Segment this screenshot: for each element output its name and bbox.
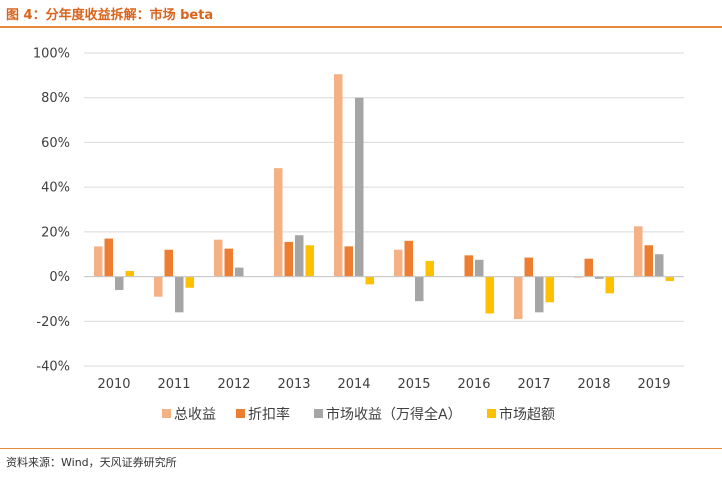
bar-2015-2: [415, 276, 424, 302]
bar-2016-2: [475, 259, 484, 277]
x-tick-label: 2018: [577, 377, 610, 392]
bar-2018-1: [584, 258, 593, 277]
bar-2014-0: [334, 74, 343, 277]
bar-2018-2: [595, 276, 604, 279]
bar-2011-0: [154, 276, 163, 297]
bar-2014-3: [365, 276, 374, 285]
bar-2019-3: [665, 276, 674, 282]
y-tick-label: 60%: [41, 136, 70, 151]
bar-2015-0: [394, 249, 403, 277]
bar-2019-1: [644, 245, 653, 277]
bar-2011-2: [175, 276, 184, 313]
bar-2013-0: [274, 168, 283, 277]
bar-2017-2: [535, 276, 544, 313]
y-tick-label: 20%: [41, 225, 70, 240]
bar-2013-3: [305, 245, 314, 277]
bar-2012-0: [214, 239, 223, 277]
bar-2017-1: [524, 257, 533, 277]
bar-2011-3: [185, 276, 194, 288]
bar-2015-1: [404, 240, 413, 277]
x-tick-label: 2017: [517, 377, 550, 392]
bar-2017-0: [514, 276, 523, 320]
bar-2010-1: [104, 238, 113, 277]
legend-label: 总收益: [174, 407, 216, 423]
y-tick-label: 0%: [49, 270, 70, 285]
y-tick-label: -20%: [36, 315, 70, 330]
bar-2019-0: [634, 226, 643, 277]
x-tick-label: 2019: [637, 377, 670, 392]
bar-2010-2: [115, 276, 124, 290]
figure-title: 图 4：分年度收益拆解：市场 beta: [6, 8, 214, 23]
legend-swatch: [487, 409, 496, 418]
bar-2019-2: [655, 254, 664, 277]
bar-2014-1: [344, 246, 353, 277]
x-tick-label: 2010: [97, 377, 130, 392]
source-note: 资料来源：Wind，天风证券研究所: [6, 456, 177, 469]
y-tick-label: 100%: [33, 47, 70, 62]
bar-2013-1: [284, 241, 293, 277]
x-tick-label: 2011: [157, 377, 190, 392]
bar-2017-3: [545, 276, 554, 303]
top-rule: [0, 26, 722, 28]
bar-2014-2: [355, 97, 364, 277]
x-tick-label: 2015: [397, 377, 430, 392]
bar-2012-1: [224, 248, 233, 277]
bar-2010-0: [94, 246, 103, 277]
bar-2010-3: [125, 270, 134, 277]
bar-2018-0: [574, 276, 583, 278]
bar-chart: 100% 80% 60% 40% 20% 0% -20% -40% 2010 2011 2012 20…: [33, 47, 684, 423]
y-tick-label: -40%: [36, 360, 70, 375]
x-tick-label: 2016: [457, 377, 490, 392]
bar-2015-3: [425, 260, 434, 277]
legend-label: 市场收益（万得全A）: [326, 406, 462, 423]
bar-2013-2: [295, 235, 304, 277]
y-tick-label: 80%: [41, 91, 70, 106]
x-tick-label: 2012: [217, 377, 250, 392]
legend-swatch: [314, 409, 323, 418]
bar-2018-3: [605, 276, 614, 294]
legend-swatch: [236, 409, 245, 418]
y-tick-label: 40%: [41, 181, 70, 196]
x-tick-label: 2013: [277, 377, 310, 392]
bar-2016-3: [485, 276, 494, 314]
legend-swatch: [162, 409, 171, 418]
legend-label: 折扣率: [248, 406, 290, 423]
bar-2016-1: [464, 255, 473, 277]
legend-label: 市场超额: [499, 406, 555, 423]
bar-2012-2: [235, 267, 244, 277]
bar-2011-1: [164, 249, 173, 277]
x-tick-label: 2014: [337, 377, 370, 392]
bottom-rule: [0, 448, 722, 449]
